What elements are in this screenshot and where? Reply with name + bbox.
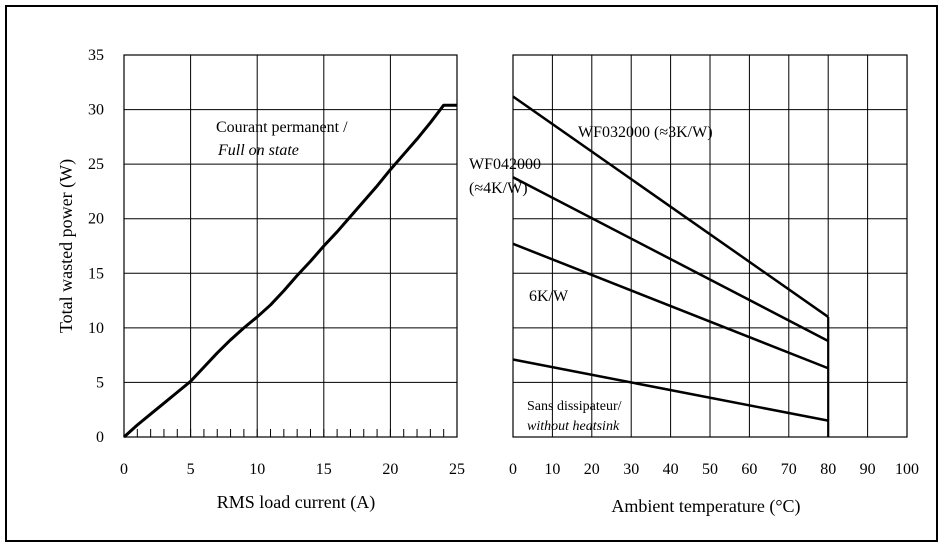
right-x-axis-title: Ambient temperature (°C) [611, 496, 800, 517]
right-chart-grid [512, 54, 908, 438]
annotation-wf032000: WF032000 (≈3K/W) [578, 124, 713, 141]
left-chart-series [122, 103, 457, 439]
left-x-axis-title: RMS load current (A) [217, 492, 375, 513]
left-series-line [122, 103, 457, 439]
right-x-tick-label: 20 [584, 461, 600, 478]
left-x-tick-label: 5 [187, 461, 195, 478]
left-chart-ticks: 0 5 10 15 20 25 0 5 10 15 20 25 30 35 [88, 47, 465, 478]
figure-frame [5, 5, 938, 542]
left-y-tick-label: 5 [96, 374, 104, 391]
right-x-tick-label: 70 [781, 461, 797, 478]
right-chart-ticks: 0 10 20 30 40 50 60 70 80 90 100 [509, 461, 919, 478]
annotation-wf042000: WF042000 [469, 156, 541, 173]
right-x-tick-label: 50 [702, 461, 718, 478]
right-x-tick-label: 80 [820, 461, 836, 478]
right-series-line-2 [512, 242, 829, 370]
left-y-tick-label: 20 [88, 211, 104, 228]
annotation-6kw: 6K/W [529, 288, 569, 305]
left-y-tick-label: 30 [88, 102, 104, 119]
right-x-tick-label: 100 [895, 461, 919, 478]
left-y-tick-label: 15 [88, 265, 104, 282]
left-x-tick-label: 20 [382, 461, 398, 478]
right-chart-series [512, 95, 829, 422]
left-y-tick-label: 10 [88, 320, 104, 337]
left-y-tick-label: 25 [88, 156, 104, 173]
left-y-axis-title: Total wasted power (W) [56, 159, 77, 333]
annotation-courant-permanent: Courant permanent / [216, 119, 348, 136]
right-series-line-0 [512, 95, 829, 318]
annotation-4kw: (≈4K/W) [469, 180, 528, 197]
annotation-full-on-state: Full on state [217, 142, 299, 159]
left-chart-grid [123, 54, 458, 438]
annotation-without-heatsink: without heatsink [527, 419, 620, 434]
left-x-tick-label: 0 [120, 461, 128, 478]
right-x-tick-label: 60 [741, 461, 757, 478]
left-plot-border [123, 54, 458, 438]
left-x-tick-label: 25 [449, 461, 465, 478]
right-series-line-3 [512, 358, 829, 422]
right-x-tick-label: 40 [663, 461, 679, 478]
annotation-sans-dissipateur: Sans dissipateur/ [527, 399, 622, 414]
left-x-tick-label: 10 [249, 461, 265, 478]
left-x-tick-label: 15 [316, 461, 332, 478]
left-y-tick-label: 0 [96, 429, 104, 446]
left-y-tick-label: 35 [88, 47, 104, 64]
right-x-tick-label: 10 [544, 461, 560, 478]
right-x-tick-label: 90 [860, 461, 876, 478]
right-x-tick-label: 0 [509, 461, 517, 478]
right-x-tick-label: 30 [623, 461, 639, 478]
right-series-line-1 [512, 176, 829, 343]
